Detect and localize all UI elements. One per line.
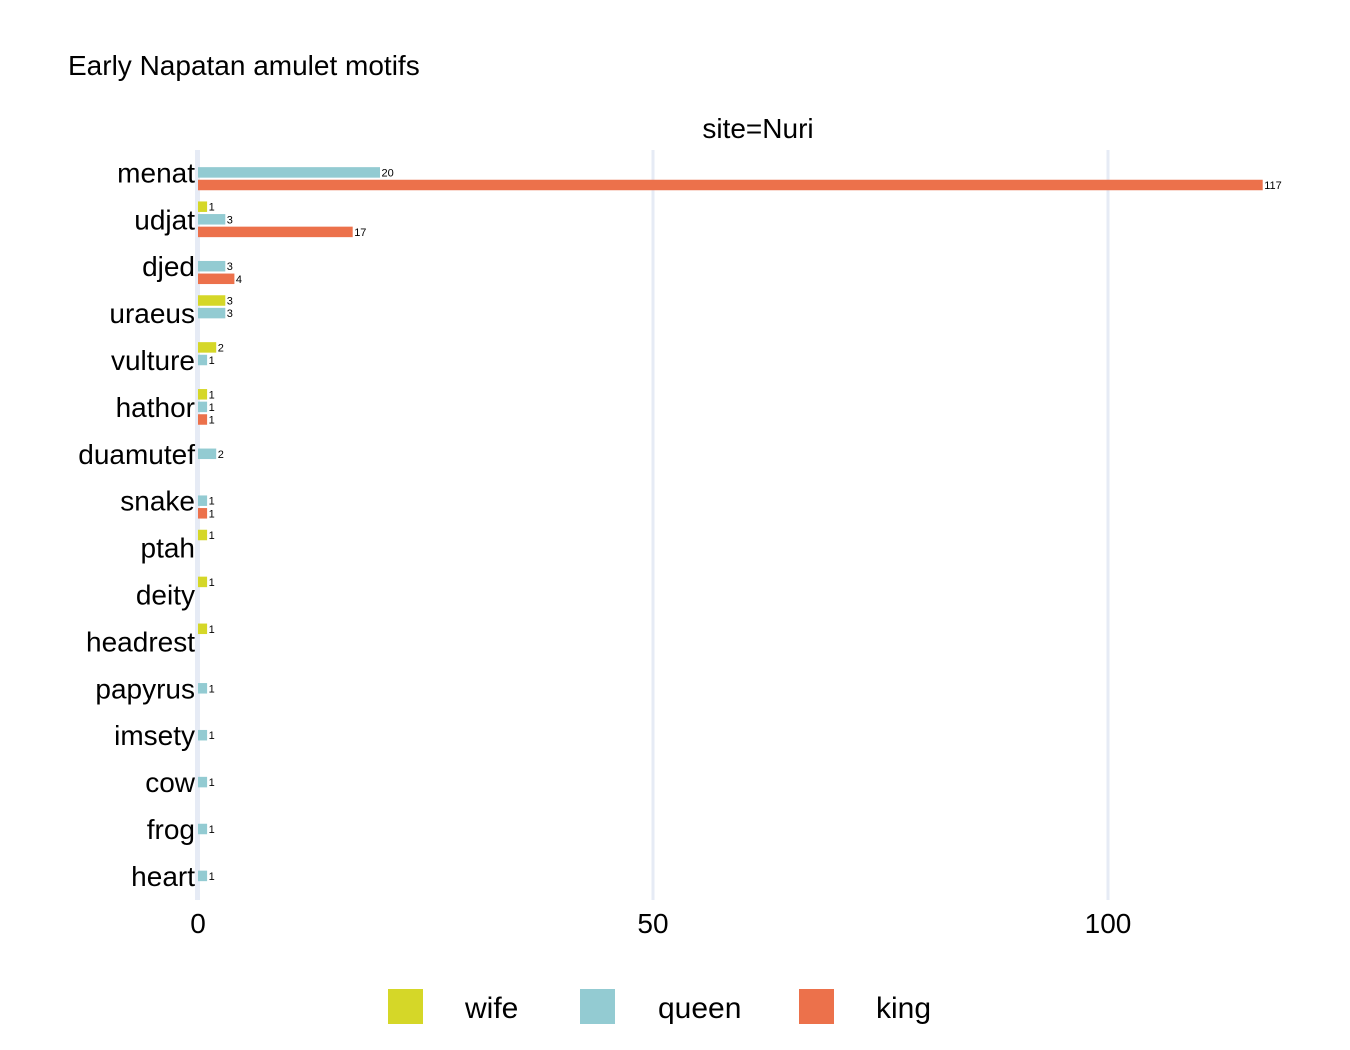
bar-king [198, 273, 235, 285]
bar-queen [198, 776, 208, 788]
bar-value-label: 20 [382, 167, 394, 179]
bar-queen [198, 260, 226, 272]
category-labels: menat udjat djed uraeus vulture hathor duamute… [78, 157, 196, 892]
bar-value-label: 1 [209, 730, 215, 742]
bar-value-label: 17 [354, 227, 366, 239]
bar-king [198, 508, 208, 519]
bar-value-label: 1 [209, 389, 215, 401]
category-label: heart [131, 861, 195, 892]
bar-value-label: 117 [1264, 180, 1282, 192]
category-label: deity [136, 580, 195, 611]
bar-value-label: 3 [227, 296, 233, 308]
bar-king [198, 226, 353, 238]
bar-value-label: 2 [218, 342, 224, 354]
bar-queen [198, 167, 380, 178]
x-tick-label: 50 [637, 908, 668, 939]
bar-wife [198, 389, 208, 400]
bar-value-label: 3 [227, 261, 233, 273]
bar-king [198, 414, 208, 425]
bar-wife [198, 342, 217, 353]
x-tick-label: 0 [190, 908, 206, 939]
bar-value-label: 1 [209, 530, 215, 542]
bar-value-label: 1 [209, 871, 215, 883]
legend-label-wife: wife [464, 992, 518, 1025]
bar-value-label: 2 [218, 449, 224, 461]
category-label: imsety [114, 720, 195, 751]
zero-line [195, 150, 200, 900]
category-label: hathor [116, 392, 195, 423]
category-label: papyrus [95, 673, 195, 704]
category-label: menat [117, 157, 195, 188]
bar-queen [198, 495, 208, 506]
legend-swatch-king [799, 989, 834, 1024]
bar-queen [198, 870, 208, 882]
x-tick-label: 100 [1085, 908, 1132, 939]
bar-value-label: 4 [236, 274, 242, 286]
bar-value-label: 1 [209, 496, 215, 508]
category-label: vulture [111, 345, 195, 376]
legend-swatch-queen [580, 989, 615, 1024]
x-axis: 0 50 100 [190, 908, 1131, 939]
bar-queen [198, 307, 226, 319]
bar-wife [198, 201, 208, 212]
bar-value-label: 1 [209, 683, 215, 695]
bar-value-label: 1 [209, 402, 215, 414]
category-label: djed [142, 251, 195, 282]
bar-value-label: 1 [209, 624, 215, 636]
legend-label-king: king [876, 992, 931, 1025]
bar-value-label: 1 [209, 355, 215, 367]
bar-value-label: 3 [227, 214, 233, 226]
bar-queen [198, 214, 226, 225]
grid [195, 150, 1110, 900]
bar-wife [198, 295, 226, 306]
bar-value-label: 1 [209, 202, 215, 214]
bar-king [198, 179, 1263, 191]
legend: wife queen king [388, 989, 931, 1025]
bar-queen [198, 729, 208, 741]
bar-value-label: 1 [209, 824, 215, 836]
bar-wife [198, 623, 208, 635]
bar-value-label: 1 [209, 777, 215, 789]
category-label: snake [120, 486, 195, 517]
bar-queen [198, 354, 208, 366]
bar-queen [198, 683, 208, 694]
bar-queen [198, 401, 208, 413]
category-label: headrest [86, 626, 195, 657]
legend-label-queen: queen [658, 992, 741, 1025]
bar-queen [198, 448, 217, 460]
category-label: udjat [134, 204, 195, 235]
facet-label: site=Nuri [702, 113, 813, 144]
bar-value-label: 1 [209, 508, 215, 520]
bar-queen [198, 823, 208, 835]
bar-wife [198, 529, 208, 541]
category-label: duamutef [78, 439, 195, 470]
category-label: uraeus [109, 298, 195, 329]
category-label: cow [145, 767, 196, 798]
bar-value-label: 1 [209, 577, 215, 589]
bar-value-label: 1 [209, 415, 215, 427]
bar-value-label: 3 [227, 308, 233, 320]
legend-swatch-wife [388, 989, 423, 1024]
chart-title: Early Napatan amulet motifs [68, 50, 420, 81]
category-label: frog [147, 814, 195, 845]
category-label: ptah [141, 533, 196, 564]
bar-wife [198, 576, 208, 588]
